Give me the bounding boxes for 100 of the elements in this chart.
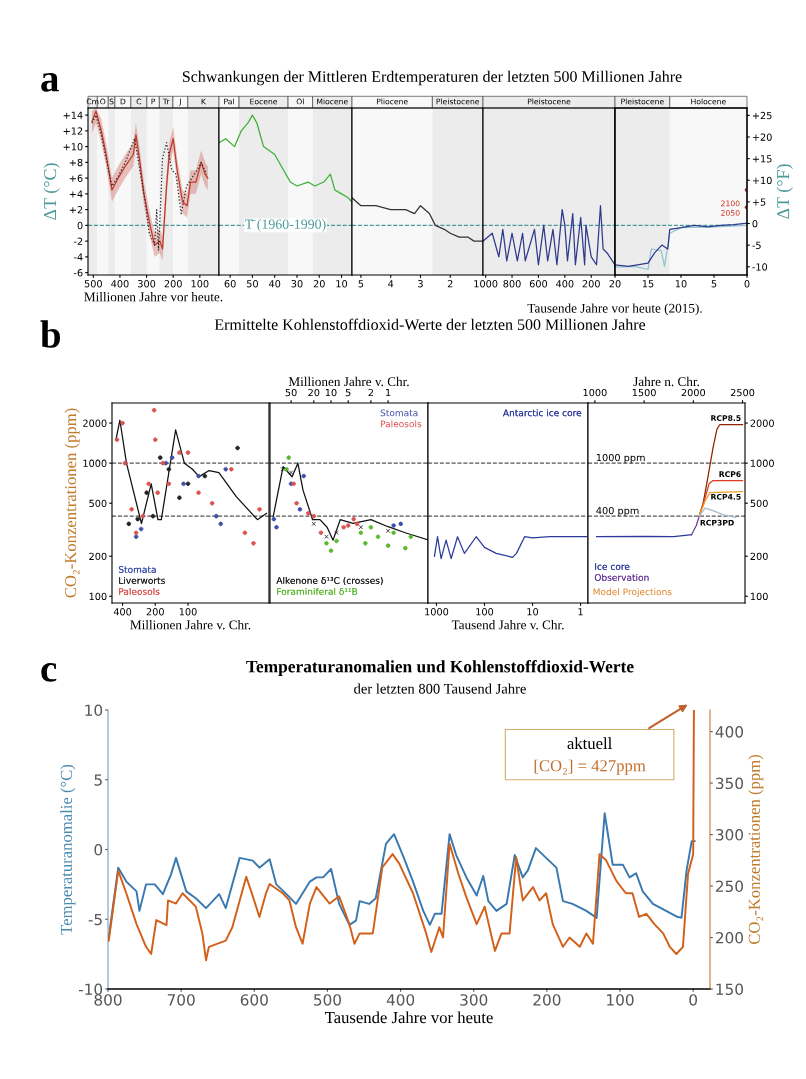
- x-tick-label: 300: [460, 994, 488, 1006]
- x-axis-title: Tausende Jahre vor heute (2015).: [527, 303, 702, 316]
- y-tick-label: 2000: [83, 419, 107, 427]
- x-tick-label: 10: [675, 280, 687, 288]
- x-tick-label: 300: [138, 280, 156, 288]
- text: +5: [752, 198, 766, 206]
- ref-line-label: T̄ (1960-1990): [245, 219, 326, 232]
- y-tick-label: -4: [73, 253, 83, 261]
- y2-tick-label: 250: [715, 880, 744, 893]
- x-tick-label: 1000: [583, 388, 607, 397]
- text: Antarctic ice core: [502, 409, 582, 417]
- y-tick-label: -2: [73, 237, 83, 245]
- ref-line-label: 400 ppm: [596, 506, 639, 517]
- x-tick-label: 200: [146, 608, 164, 616]
- text: Stomata: [118, 566, 156, 573]
- x-tick-label: 10: [336, 280, 348, 288]
- x-tick-label: 60: [224, 280, 236, 288]
- x-axis-title: Tausende Jahre vor heute: [324, 1011, 493, 1024]
- x-tick-label: 5: [358, 280, 364, 288]
- y2-axis-title: CO₂-Konzentrationen (ppm): [748, 754, 764, 945]
- y-tick-label: -5: [88, 913, 102, 926]
- y-tick-label: 5: [94, 774, 102, 786]
- text: +20: [752, 133, 772, 141]
- x-tick-label: 100: [179, 608, 197, 616]
- x-tick-label: 1: [386, 389, 391, 397]
- y-tick-label: +6: [69, 174, 83, 182]
- y-tick-label: -10: [78, 983, 103, 996]
- x-tick-label: 600: [529, 280, 548, 288]
- y2-tick-label: 300: [716, 829, 744, 841]
- y-tick-label: +12: [63, 127, 83, 135]
- x-tick-label: 10: [527, 608, 539, 616]
- y-tick-label: +2: [69, 206, 83, 214]
- text: +25: [752, 111, 772, 120]
- x-tick-label: 2000: [681, 388, 706, 397]
- annotation: aktuell: [567, 737, 612, 750]
- x-tick-label: 800: [94, 994, 122, 1006]
- text: Paleosols: [119, 587, 160, 595]
- x-tick-label: 200: [582, 280, 600, 288]
- x-axis-title: Jahre n. Chr.: [633, 376, 699, 387]
- x-axis-title: Tausend Jahre v. Chr.: [451, 620, 564, 630]
- x-tick-label: 2500: [730, 388, 755, 397]
- x-tick-label: 20: [609, 280, 621, 288]
- y-tick-label: 1000: [83, 459, 107, 467]
- y-tick-label: 500: [89, 499, 107, 508]
- x-tick-label: 800: [503, 280, 521, 288]
- y-axis-title: Temperaturanomalie (°C): [60, 764, 76, 935]
- x-tick-label: 600: [240, 994, 268, 1006]
- x-tick-label: 3: [418, 280, 423, 288]
- y-tick-label: +8: [69, 158, 83, 167]
- x-tick-label: 1: [578, 608, 583, 616]
- y-tick-label: 500: [750, 499, 768, 508]
- y-tick-label: +4: [69, 190, 83, 198]
- text: Stomata: [380, 409, 418, 417]
- x-tick-label: 5: [711, 280, 717, 288]
- x-tick-label: 400: [111, 280, 129, 288]
- x-tick-label: 15: [642, 280, 654, 288]
- x-tick-label: 100: [476, 608, 494, 616]
- text: Foraminiferal δ¹¹B: [277, 587, 358, 595]
- y2-axis-title: ΔT (°F): [776, 164, 793, 219]
- x-tick-label: 200: [533, 994, 561, 1006]
- x-tick-label: 5: [345, 389, 351, 397]
- x-tick-label: 50: [285, 388, 297, 397]
- text: +15: [752, 155, 772, 163]
- x-tick-label: 10: [325, 388, 337, 397]
- ref-line-label: 1000 ppm: [596, 453, 645, 464]
- y-tick-label: 0: [94, 843, 103, 856]
- y-tick-label: 100: [89, 592, 107, 601]
- y2-tick-label: 200: [715, 931, 744, 944]
- x-tick-label: 2: [447, 280, 453, 288]
- x-axis-title: Millionen Jahre v. Chr.: [130, 620, 251, 630]
- y2-tick-label: 400: [715, 726, 744, 738]
- y-tick-label: 2000: [750, 419, 774, 427]
- y-tick-label: 200: [89, 552, 107, 561]
- y2-tick-label: 150: [716, 983, 744, 996]
- chart-title: Temperaturanomalien und Kohlenstoffdioxid-Werte: [246, 660, 634, 676]
- x-tick-label: 400: [113, 608, 132, 616]
- x-tick-label: 100: [191, 280, 209, 288]
- y-tick-label: 200: [750, 552, 768, 561]
- text: b: [40, 320, 61, 348]
- text: Schwankungen der Mittleren Erdtemperaturen der letzten 500 Millionen Jahre: [182, 70, 682, 86]
- x-axis-title: Millionen Jahre v. Chr.: [288, 376, 409, 387]
- text: a: [41, 73, 59, 92]
- y-tick-label: 1000: [750, 459, 774, 467]
- y-tick-label: -6: [73, 269, 83, 277]
- annotation: [CO₂] = 427ppm: [534, 759, 646, 775]
- y-axis-title: CO₂-Konzentrationen (ppm): [64, 408, 80, 598]
- x-tick-label: 0: [744, 280, 750, 288]
- text: c: [41, 663, 57, 682]
- x-tick-label: 1000: [474, 280, 498, 288]
- x-tick-label: 50: [246, 280, 258, 288]
- y-tick-label: +10: [63, 143, 83, 151]
- x-tick-label: 40: [268, 280, 281, 288]
- text: Ice core: [595, 563, 630, 570]
- y-tick-label: 10: [85, 704, 103, 717]
- text: Observation: [594, 573, 649, 581]
- y-axis-title: ΔT (°C): [43, 163, 60, 220]
- x-tick-label: 500: [314, 994, 342, 1006]
- x-tick-label: 200: [164, 280, 182, 288]
- y2-tick-label: 350: [716, 777, 744, 790]
- y-tick-label: +14: [63, 111, 83, 119]
